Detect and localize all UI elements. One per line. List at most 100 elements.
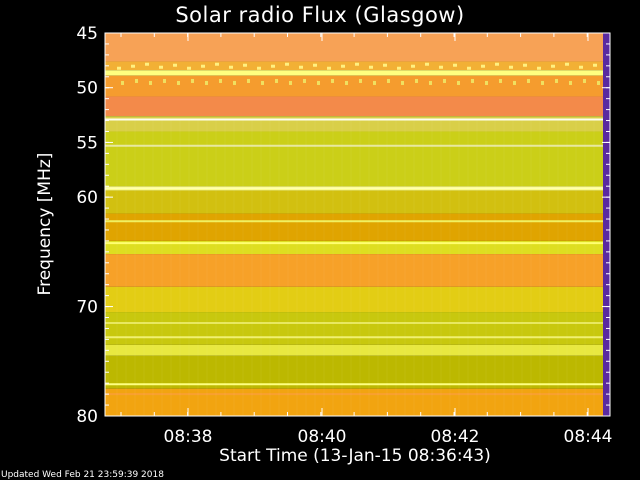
y-tick-label: 60: [76, 188, 98, 208]
pulse-dot: [499, 78, 502, 83]
pulse-dot: [509, 65, 513, 69]
pulse-dot: [579, 65, 583, 69]
pulse-dot: [313, 63, 317, 67]
pulse-dot: [257, 66, 261, 70]
band-14: [105, 344, 610, 356]
updated-timestamp: Updated Wed Feb 21 23:59:39 2018: [1, 470, 164, 480]
pulse-dot: [415, 78, 418, 83]
pulse-dot: [467, 66, 471, 70]
y-tick-label: 45: [76, 24, 98, 44]
band-6: [105, 131, 610, 187]
pulse-dot: [369, 65, 373, 69]
pulse-dot: [359, 78, 362, 83]
band-15: [105, 355, 610, 389]
plot-area: [105, 33, 610, 416]
x-axis: 08:38 08:40 08:42 08:44: [120, 33, 613, 447]
pulse-dot: [173, 63, 177, 67]
band-13: [105, 312, 610, 345]
pulse-dot: [457, 80, 460, 85]
band-2: [105, 70, 610, 76]
pulse-dot: [429, 80, 432, 85]
pulse-dot: [201, 64, 205, 68]
pulse-dot: [271, 64, 275, 68]
pulse-dot: [383, 63, 387, 67]
pulse-dot: [163, 78, 166, 83]
x-tick-label: 08:40: [298, 427, 347, 447]
pulse-dot: [555, 78, 558, 83]
x-tick-label: 08:44: [564, 427, 613, 447]
band-12: [105, 286, 610, 313]
pulse-dot: [513, 80, 516, 85]
pulse-dot: [373, 80, 376, 85]
pulse-dot: [537, 66, 541, 70]
pulse-dot: [215, 62, 219, 66]
pulse-dot: [387, 78, 390, 83]
pulse-dot: [135, 78, 138, 83]
pulse-dot: [443, 78, 446, 83]
pulse-dot: [597, 80, 600, 85]
pulse-dot: [159, 65, 163, 69]
x-tick-label: 08:38: [164, 427, 213, 447]
pulse-dot: [401, 80, 404, 85]
pulse-dot: [149, 80, 152, 85]
pulse-dot: [593, 63, 597, 67]
emission-lines: [105, 118, 610, 396]
pulse-dot: [527, 78, 530, 83]
pulse-dot: [331, 78, 334, 83]
pulse-dot: [439, 65, 443, 69]
band-3: [105, 75, 610, 97]
pulse-dot: [425, 62, 429, 66]
emission-dots: [107, 62, 600, 416]
pulse-dot: [191, 78, 194, 83]
pulse-dot: [551, 64, 555, 68]
y-tick-label: 70: [76, 298, 98, 318]
pulse-dot: [233, 80, 236, 85]
pulse-dot: [131, 64, 135, 68]
band-10: [105, 240, 610, 255]
pulse-dot: [565, 62, 569, 66]
pulse-dot: [219, 78, 222, 83]
pulse-dot: [247, 78, 250, 83]
plot-frame: [104, 32, 611, 417]
pulse-dot: [285, 62, 289, 66]
pulse-dot: [481, 64, 485, 68]
pulse-dot: [275, 78, 278, 83]
pulse-dot: [117, 66, 121, 70]
pulse-dot: [121, 80, 124, 85]
pulse-dot: [471, 78, 474, 83]
band-8: [105, 190, 610, 214]
x-tick-label: 08:42: [431, 427, 480, 447]
pulse-dot: [523, 63, 527, 67]
band-11: [105, 254, 610, 287]
y-axis: 45 50 55 60 70 80: [76, 24, 610, 427]
x-axis-label: Start Time (13-Jan-15 08:36:43): [219, 446, 491, 466]
chart-title: Solar radio Flux (Glasgow): [175, 3, 465, 27]
y-tick-label: 50: [76, 79, 98, 99]
pulse-dot: [327, 66, 331, 70]
pulse-dot: [345, 80, 348, 85]
band-0: [105, 33, 610, 62]
band-4: [105, 96, 610, 117]
pulse-dot: [453, 63, 457, 67]
band-9: [105, 213, 610, 241]
pulse-dot: [187, 66, 191, 70]
pulse-dot: [261, 80, 264, 85]
pulse-dot: [569, 80, 572, 85]
pulse-dot: [289, 80, 292, 85]
pulse-dot: [177, 80, 180, 85]
pulse-dot: [355, 62, 359, 66]
y-tick-label: 80: [76, 407, 98, 427]
pulse-dot: [397, 66, 401, 70]
band-16: [105, 388, 610, 416]
pulse-dot: [541, 80, 544, 85]
pulse-dot: [243, 63, 247, 67]
pulse-dot: [341, 64, 345, 68]
pulse-dot: [495, 62, 499, 66]
pulse-dot: [299, 65, 303, 69]
pulse-dot: [317, 80, 320, 85]
right-edge-strip: [603, 33, 610, 416]
band-1: [105, 61, 610, 71]
pulse-dot: [485, 80, 488, 85]
pulse-dot: [583, 78, 586, 83]
